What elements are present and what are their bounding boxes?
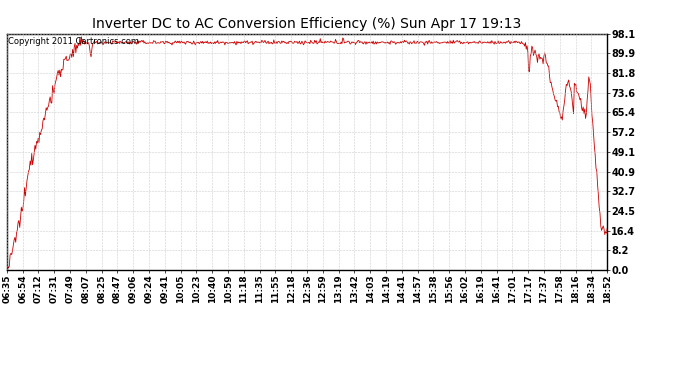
Title: Inverter DC to AC Conversion Efficiency (%) Sun Apr 17 19:13: Inverter DC to AC Conversion Efficiency … bbox=[92, 17, 522, 31]
Text: Copyright 2011 Cartronics.com: Copyright 2011 Cartronics.com bbox=[8, 37, 139, 46]
